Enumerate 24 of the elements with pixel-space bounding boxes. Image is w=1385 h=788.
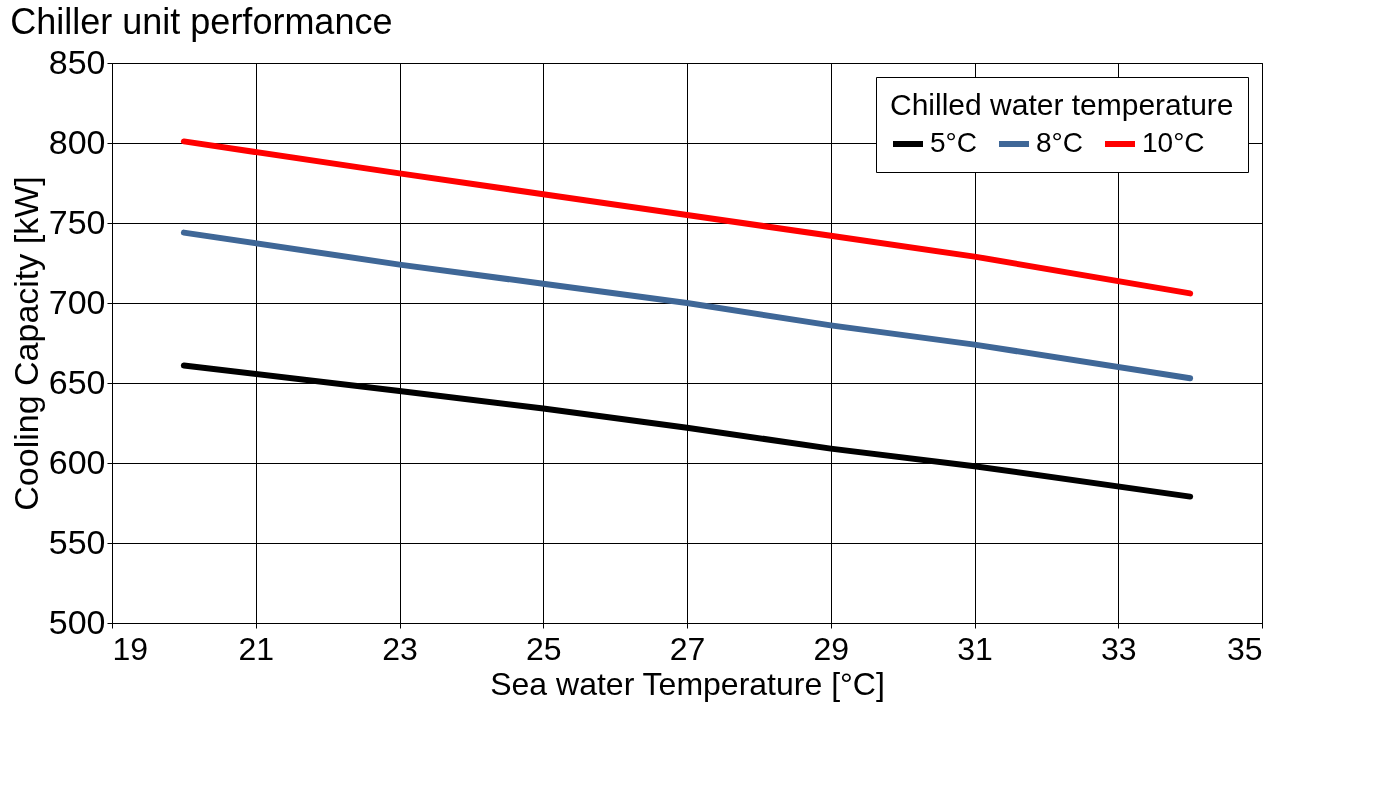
x-axis-title: Sea water Temperature [°C] bbox=[490, 665, 885, 702]
x-tick-label: 29 bbox=[813, 630, 850, 667]
y-tick-label: 650 bbox=[48, 362, 106, 401]
y-tick-label: 500 bbox=[48, 602, 106, 641]
y-tick-label: 800 bbox=[48, 122, 106, 161]
x-tick-label: 35 bbox=[1226, 630, 1263, 667]
x-tick-label: 27 bbox=[669, 630, 706, 667]
legend-label: 10°C bbox=[1142, 127, 1205, 158]
y-tick-label: 700 bbox=[48, 282, 106, 321]
legend-label: 8°C bbox=[1036, 127, 1083, 158]
y-tick-label: 550 bbox=[48, 522, 106, 561]
x-tick-label: 33 bbox=[1100, 630, 1137, 667]
x-tick-label: 31 bbox=[957, 630, 993, 667]
legend-title: Chilled water temperature bbox=[890, 88, 1234, 121]
y-axis-title: Cooling Capacity [kW] bbox=[6, 176, 45, 511]
y-tick-label: 600 bbox=[48, 442, 106, 481]
x-tick-label: 21 bbox=[238, 630, 275, 667]
y-tick-label: 750 bbox=[48, 202, 106, 241]
chart-title: Chiller unit performance bbox=[10, 1, 393, 42]
x-tick-label: 19 bbox=[112, 630, 149, 667]
y-tick-label: 850 bbox=[48, 42, 106, 81]
x-tick-label: 23 bbox=[382, 630, 418, 667]
legend-label: 5°C bbox=[930, 127, 977, 158]
x-tick-label: 25 bbox=[525, 630, 562, 667]
